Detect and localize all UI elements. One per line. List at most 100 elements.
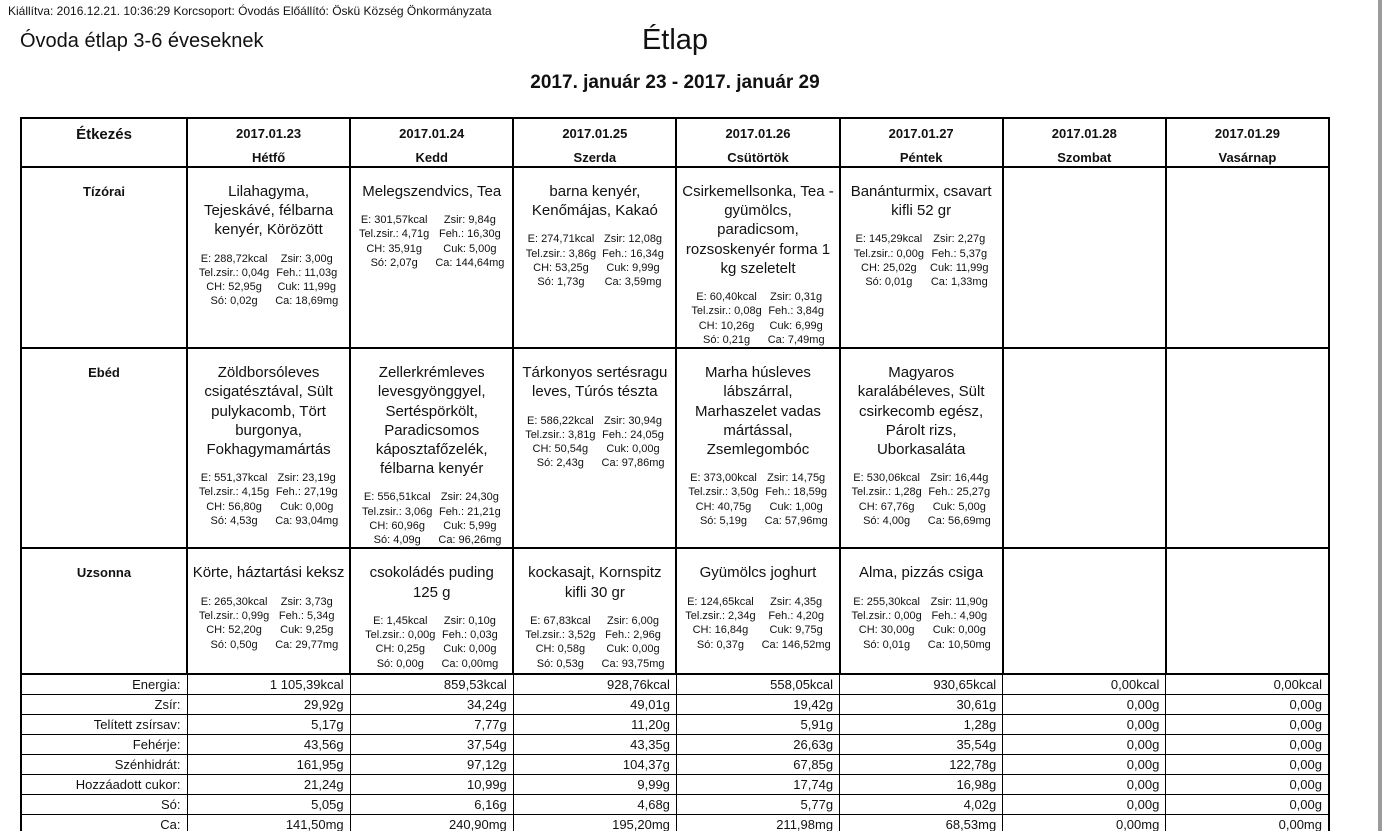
day-header-6: 2017.01.29 Vasárnap (1164, 117, 1331, 168)
nutrition-left-column: E: 301,57kcal Tel.zsir.: 4,71g CH: 35,91g S… (359, 213, 429, 270)
summary-value-7-4: 68,53mg (839, 813, 1004, 831)
nutrition-line: E: 60,40kcal (696, 290, 757, 303)
nutrition-line: Feh.: 24,05g (602, 428, 664, 441)
meal-row-1: Ebéd Zöldborsóleves csigatésztával, Sült … (20, 347, 1331, 550)
meal-cell-0-1: Melegszendvics, Tea E: 301,57kcal Tel.zsir… (349, 165, 515, 350)
summary-value-7-0: 141,50mg (186, 813, 351, 831)
nutrition-line: Feh.: 0,03g (442, 629, 498, 642)
nutrition-line: Tel.zsir.: 0,99g (198, 609, 270, 622)
summary-value-2-4: 1,28g (839, 713, 1004, 735)
nutrition-line: Cuk: 0,00g (932, 624, 986, 637)
nutrition-right-column: Zsir: 0,10g Feh.: 0,03g Cuk: 0,00g Ca: 0,00… (441, 614, 498, 671)
nutrition-line: Tel.zsir.: 3,52g (525, 629, 596, 642)
nutrition-right-column: Zsir: 2,27g Feh.: 5,37g Cuk: 11,99g Ca: 1,3… (930, 232, 989, 289)
day-header-name: Csütörtök (727, 150, 789, 165)
meal-cell-1-5 (1001, 347, 1167, 550)
day-header-name: Szerda (573, 150, 617, 165)
nutrition-line: Zsir: 14,75g (767, 472, 826, 485)
day-header-0: 2017.01.23 Hétfő (185, 117, 352, 168)
nutrition-line: Só: 0,01g (865, 276, 913, 289)
nutrition-line: Só: 0,00g (376, 657, 424, 670)
summary-value-1-4: 30,61g (839, 693, 1004, 715)
nutrition-right-column: Zsir: 23,19g Feh.: 27,19g Cuk: 0,00g Ca: 93… (275, 471, 338, 528)
meal-cell-0-6 (1164, 165, 1331, 350)
summary-value-5-1: 10,99g (349, 773, 514, 795)
nutrition-line: Só: 0,21g (703, 333, 751, 346)
summary-label: Hozzáadott cukor: (20, 773, 188, 795)
nutrition-line: CH: 30,00g (858, 624, 915, 637)
summary-value-4-1: 97,12g (349, 753, 514, 775)
summary-value-1-3: 19,42g (675, 693, 841, 715)
meal-cell-1-1: Zellerkrémleves levesgyönggyel, Sertéspö… (349, 347, 515, 550)
page-title-left: Óvoda étlap 3-6 éveseknek (20, 30, 264, 52)
summary-label: Ca: (20, 813, 188, 831)
nutrition-line: CH: 53,25g (533, 261, 589, 274)
meal-cell-2-4: Alma, pizzás csiga E: 255,30kcal Tel.zsir.… (838, 547, 1004, 676)
nutrition-line: E: 274,71kcal (527, 233, 595, 246)
summary-value-0-3: 558,05kcal (675, 673, 841, 695)
summary-row-3: Fehérje: 43,56g 37,54g 43,35g 26,63g 35,54g 0,… (20, 733, 1330, 755)
summary-value-6-5: 0,00g (1002, 793, 1167, 815)
menu-table-head: Étkezés 2017.01.23 Hétfő 2017.01.24 Kedd 2017… (20, 117, 1331, 168)
menu-text: Melegszendvics, Tea (362, 183, 502, 200)
meal-cell-1-6 (1164, 347, 1331, 550)
nutrition-line: Zsir: 9,84g (443, 214, 496, 227)
nutrition-line: Tel.zsir.: 4,15g (198, 486, 270, 499)
nutrition-line: Zsir: 3,73g (280, 595, 333, 608)
nutrition-right-column: Zsir: 9,84g Feh.: 16,30g Cuk: 5,00g Ca: 144… (435, 213, 504, 270)
meal-cell-1-0: Zöldborsóleves csigatésztával, Sült puly… (185, 347, 352, 550)
nutrition-block: E: 530,06kcal Tel.zsir.: 1,28g CH: 67,76g S… (841, 471, 1002, 528)
nutrition-block: E: 60,40kcal Tel.zsir.: 0,08g CH: 10,26g Só… (677, 290, 838, 347)
day-header-date: 2017.01.28 (1051, 126, 1117, 141)
window-edge (1378, 0, 1382, 831)
nutrition-line: Cuk: 6,99g (769, 319, 823, 332)
summary-value-3-1: 37,54g (349, 733, 514, 755)
nutrition-line: Ca: 93,75mg (601, 657, 665, 670)
nutrition-line: Só: 4,00g (863, 514, 911, 527)
menu-text: Körte, háztartási keksz (192, 564, 345, 582)
nutrition-line: CH: 52,95g (206, 281, 262, 294)
nutrition-line: Cuk: 0,00g (606, 643, 660, 656)
nutrition-right-column: Zsir: 24,30g Feh.: 21,21g Cuk: 5,99g Ca: 96… (438, 490, 501, 547)
nutrition-left-column: E: 586,22kcal Tel.zsir.: 3,81g CH: 50,54g S… (525, 414, 595, 471)
nutrition-line: CH: 50,54g (532, 443, 589, 456)
summary-row-7: Ca: 141,50mg 240,90mg 195,20mg 211,98mg 68,53… (20, 813, 1330, 831)
nutrition-line: Zsir: 6,00g (607, 614, 659, 627)
nutrition-line: Cuk: 9,75g (769, 624, 823, 637)
summary-value-1-6: 0,00g (1165, 693, 1330, 715)
meal-cell-1-4: Magyaros karalábéleves, Sült csirkecomb … (838, 347, 1004, 550)
meal-cell-2-1: csokoládés puding 125 g E: 1,45kcal Tel.zs… (349, 547, 515, 676)
meal-cell-0-0: Lilahagyma, Tejeskávé, félbarna kenyér, … (185, 165, 352, 350)
nutrition-line: Tel.zsir.: 0,00g (853, 247, 925, 260)
summary-value-7-3: 211,98mg (675, 813, 841, 831)
menu-text: Zellerkrémleves levesgyönggyel, Sertéspö… (375, 364, 488, 478)
summary-value-6-3: 5,77g (675, 793, 841, 815)
nutrition-right-column: Zsir: 3,00g Feh.: 11,03g Cuk: 11,99g Ca: 18… (275, 252, 338, 309)
day-header-name: Szombat (1057, 150, 1112, 165)
nutrition-left-column: E: 288,72kcal Tel.zsir.: 0,04g CH: 52,95g S… (199, 252, 269, 309)
nutrition-line: Feh.: 18,59g (765, 486, 828, 499)
summary-value-0-5: 0,00kcal (1002, 673, 1167, 695)
nutrition-line: Ca: 29,77mg (275, 638, 339, 651)
summary-value-1-1: 34,24g (349, 693, 514, 715)
summary-value-5-5: 0,00g (1002, 773, 1167, 795)
date-range-subtitle: 2017. január 23 - 2017. január 29 (530, 72, 820, 93)
nutrition-line: Tel.zsir.: 0,08g (691, 305, 762, 318)
nutrition-line: Só: 0,37g (696, 638, 744, 651)
nutrition-block: E: 288,72kcal Tel.zsir.: 0,04g CH: 52,95g S… (188, 252, 349, 309)
nutrition-line: Cuk: 11,99g (930, 261, 989, 274)
summary-value-4-5: 0,00g (1002, 753, 1167, 775)
day-header-name: Vasárnap (1218, 150, 1277, 165)
summary-value-0-6: 0,00kcal (1165, 673, 1330, 695)
summary-value-6-0: 5,05g (186, 793, 351, 815)
nutrition-line: Cuk: 5,00g (443, 242, 497, 255)
meal-row-0: Tízórai Lilahagyma, Tejeskávé, félbarna k… (20, 165, 1331, 350)
summary-value-5-3: 17,74g (675, 773, 841, 795)
menu-text: Gyümölcs joghurt (699, 564, 817, 582)
summary-value-3-3: 26,63g (675, 733, 841, 755)
nutrition-line: Só: 2,07g (370, 257, 418, 270)
day-header-date: 2017.01.23 (236, 126, 302, 141)
nutrition-left-column: E: 556,51kcal Tel.zsir.: 3,06g CH: 60,96g S… (362, 490, 432, 547)
nutrition-line: Ca: 146,52mg (761, 638, 831, 651)
